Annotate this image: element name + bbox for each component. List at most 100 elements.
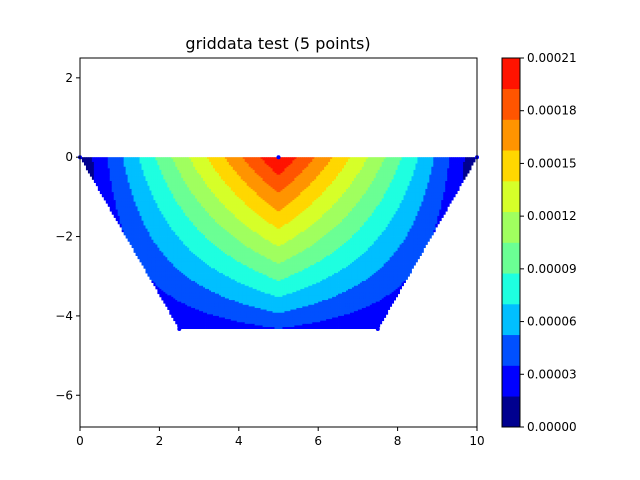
contour-cell [97,173,101,176]
contour-cell [139,161,142,164]
contour-cell [123,163,127,166]
contour-cell [117,177,121,180]
contour-cell [83,160,87,163]
contour-cell [141,219,144,222]
contour-cell [135,241,138,244]
contour-cell [143,196,146,199]
contour-cell [105,181,109,183]
contour-cell [131,165,134,168]
contour-cell [105,166,109,169]
contour-cell [107,204,111,207]
contour-cell [145,182,148,185]
contour-cell [127,201,131,204]
contour-cell [141,244,144,247]
contour-cell [105,165,109,168]
contour-cell [131,201,134,204]
contour-cell [135,212,138,215]
contour-cell [105,182,109,185]
contour-cell [121,207,125,210]
contour-cell [125,201,129,204]
contour-cell [109,176,113,179]
contour-cell [135,195,138,198]
contour-cell [141,200,144,203]
contour-cell [101,169,105,172]
contour-cell [137,217,140,220]
contour-cell [99,190,103,193]
contour-cell [87,171,91,174]
contour-cell [137,236,140,239]
contour-cell [135,179,138,182]
contour-cell [139,160,142,163]
contour-cell [91,174,95,177]
contour-cell [101,165,105,168]
contour-cell [89,174,93,177]
contour-cell [137,254,140,256]
contour-cell [123,228,127,231]
contour-cell [111,207,115,210]
contour-cell [89,173,93,176]
contour-cell [105,201,109,204]
contour-cell [113,168,117,171]
contour-cell [107,187,111,190]
contour-cell [143,209,146,212]
contour-cell [137,223,140,226]
contour-cell [109,166,113,169]
contour-cell [111,173,115,176]
contour-cell [145,165,148,168]
contour-cell [145,185,148,188]
contour-cell [127,157,131,160]
contour-cell [101,177,105,180]
contour-cell [103,173,107,176]
contour-cell [119,198,123,201]
contour-cell [137,238,140,241]
contour-cell [91,160,95,163]
contour-cell [127,179,131,182]
contour-cell [125,163,129,166]
contour-cell [113,214,117,217]
contour-cell [101,193,105,196]
contour-cell [105,160,109,163]
contour-cell [137,252,140,255]
contour-cell [131,196,134,199]
contour-cell [135,185,138,188]
contour-cell [113,187,117,190]
contour-cell [121,225,125,228]
contour-cell [133,188,136,191]
contour-cell [139,176,142,179]
contour-cell [117,187,121,190]
contour-cell [109,200,113,203]
contour-cell [123,181,127,183]
contour-cell [143,195,146,198]
contour-cell [115,207,119,210]
contour-cell [81,160,85,163]
contour-cell [103,160,107,163]
contour-cell [107,192,111,195]
contour-cell [113,185,117,188]
contour-cell [127,168,131,171]
contour-cell [123,174,127,177]
contour-cell [127,200,131,203]
contour-cell [133,174,136,177]
contour-cell [123,166,127,169]
contour-cell [95,168,99,171]
contour-cell [135,250,138,253]
contour-cell [123,206,127,209]
contour-cell [101,185,105,188]
contour-cell [91,173,95,176]
contour-cell [119,192,123,195]
contour-cell [143,261,146,264]
contour-cell [103,188,107,191]
contour-cell [125,173,129,176]
contour-cell [127,215,131,218]
contour-cell [143,166,146,169]
contour-cell [95,171,99,174]
contour-cell [121,161,125,164]
contour-cell [127,211,131,214]
contour-cell [93,174,97,177]
contour-cell [135,158,138,161]
contour-cell [111,179,115,182]
contour-cell [137,190,140,193]
contour-cell [137,179,140,182]
contour-cell [137,195,140,198]
contour-cell [125,233,129,236]
